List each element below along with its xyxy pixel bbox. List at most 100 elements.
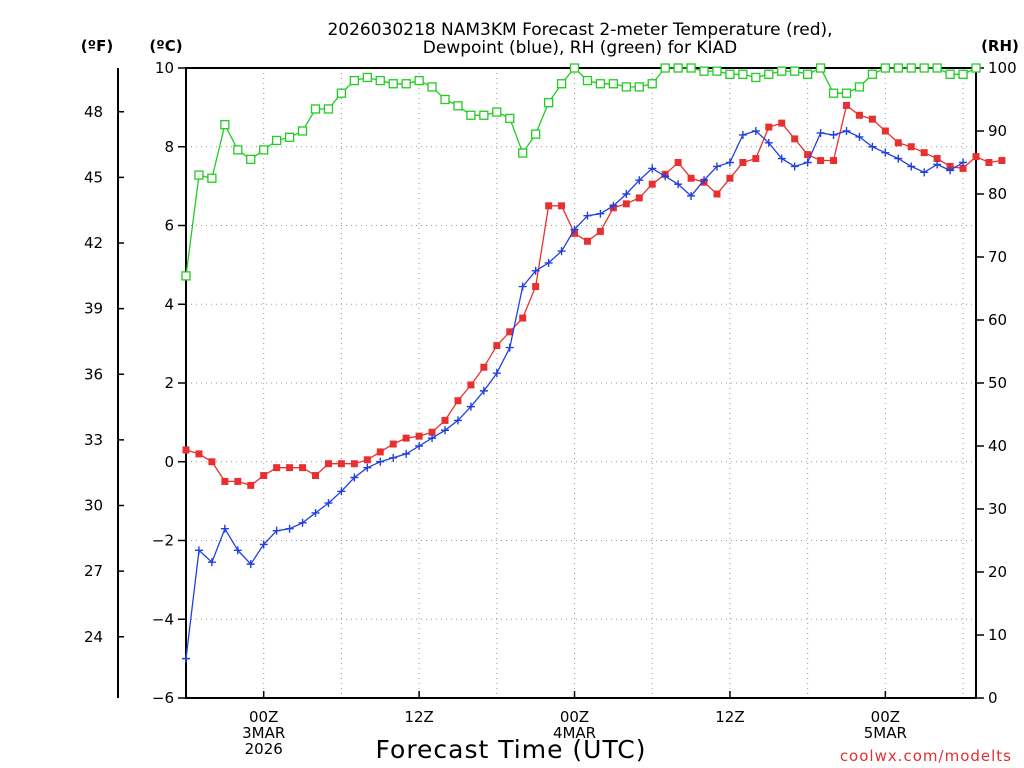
temperature-point xyxy=(221,477,229,485)
fahrenheit-axis-label: (ºF) xyxy=(81,37,113,55)
fahrenheit-tick-label: 45 xyxy=(84,168,103,186)
dewpoint-point xyxy=(285,524,294,533)
rh-point xyxy=(919,63,929,73)
dewpoint-point xyxy=(557,247,566,256)
rh-point xyxy=(595,79,606,89)
dewpoint-point xyxy=(311,508,320,517)
temperature-point xyxy=(506,328,514,336)
dewpoint-point xyxy=(324,499,333,508)
temperature-point xyxy=(713,190,721,198)
dewpoint-point xyxy=(881,148,890,157)
x-tick-label: 5MAR xyxy=(864,724,907,742)
temperature-point xyxy=(765,123,773,131)
dewpoint-point xyxy=(609,201,618,210)
fahrenheit-tick-label: 27 xyxy=(84,562,103,580)
chart-title-line1: 2026030218 NAM3KM Forecast 2-meter Tempe… xyxy=(327,20,832,40)
dewpoint-point xyxy=(829,130,838,139)
celsius-tick-label: −2 xyxy=(152,532,174,550)
temperature-point xyxy=(428,428,436,436)
rh-point xyxy=(841,88,852,98)
celsius-tick-label: −6 xyxy=(152,689,174,707)
rh-point xyxy=(207,173,217,183)
dewpoint-point xyxy=(933,160,942,169)
rh-point xyxy=(673,63,683,73)
rh-point xyxy=(297,126,308,136)
temperature-point xyxy=(480,363,488,371)
rh-point xyxy=(621,82,631,92)
temperature-point xyxy=(920,149,928,157)
dewpoint-point xyxy=(441,426,450,435)
rh-tick-label: 100 xyxy=(988,59,1017,77)
credit-text: coolwx.com/modelts xyxy=(840,747,1012,765)
fahrenheit-tick-label: 33 xyxy=(84,431,103,449)
celsius-axis-label: (ºC) xyxy=(149,37,182,55)
temperature-point xyxy=(441,416,449,424)
dewpoint-point xyxy=(466,402,475,411)
dewpoint-point xyxy=(687,191,696,200)
temperature-point xyxy=(260,472,268,480)
rh-tick-label: 0 xyxy=(988,689,998,707)
rh-point xyxy=(401,79,411,89)
axes: −6−4−20246810242730333639424548010203040… xyxy=(84,59,1017,707)
temperature-point xyxy=(376,448,384,456)
temperature-point xyxy=(959,164,967,172)
rh-point xyxy=(751,72,761,83)
temperature-point xyxy=(596,227,604,235)
rh-point xyxy=(440,94,450,105)
fahrenheit-tick-label: 30 xyxy=(84,497,103,515)
dewpoint-point xyxy=(389,453,398,462)
rh-point xyxy=(647,79,657,89)
x-axis-label: Forecast Time (UTC) xyxy=(376,735,647,764)
rh-tick-label: 40 xyxy=(988,437,1007,455)
temperature-point xyxy=(674,159,682,166)
rh-point xyxy=(945,69,955,79)
rh-point xyxy=(738,69,748,79)
temperature-point xyxy=(286,464,294,472)
temperature-point xyxy=(195,450,203,458)
dewpoint-point xyxy=(777,154,786,163)
fahrenheit-tick-label: 39 xyxy=(84,300,103,318)
temperature-point xyxy=(791,135,799,143)
gridlines xyxy=(186,68,976,698)
dewpoint-point xyxy=(725,158,734,167)
rh-point xyxy=(375,75,385,86)
rh-point xyxy=(336,88,347,98)
rh-point xyxy=(453,101,463,111)
dewpoint-point xyxy=(350,473,359,482)
temperature-point xyxy=(622,200,630,208)
temperature-point xyxy=(855,111,863,119)
temperature-point xyxy=(363,456,371,464)
dewpoint-point xyxy=(635,176,644,185)
rh-point xyxy=(414,75,424,86)
dewpoint-point xyxy=(790,162,799,171)
temperature-point xyxy=(868,115,876,123)
rh-point xyxy=(867,69,878,79)
fahrenheit-tick-label: 48 xyxy=(84,103,103,121)
temperature-point xyxy=(583,237,591,245)
temperature-point xyxy=(985,159,993,166)
dewpoint-point xyxy=(738,130,747,139)
rh-point xyxy=(518,148,528,158)
temperature-point xyxy=(519,314,527,322)
temperature-point xyxy=(234,477,242,485)
dewpoint-point xyxy=(402,449,411,458)
rh-point xyxy=(531,129,541,139)
rh-point xyxy=(854,82,865,92)
temperature-point xyxy=(778,119,786,127)
temperature-point xyxy=(687,174,695,182)
rh-point xyxy=(790,66,800,76)
temperature-point xyxy=(208,458,216,466)
temperature-point xyxy=(402,434,410,442)
temperature-point xyxy=(389,440,397,448)
rh-point xyxy=(181,271,191,281)
temperature-point xyxy=(804,151,812,159)
rh-point xyxy=(492,107,502,117)
dewpoint-point xyxy=(959,158,968,167)
chart-title-line2: Dewpoint (blue), RH (green) for KIAD xyxy=(423,38,737,58)
x-tick-label: 00Z xyxy=(560,708,589,726)
rh-tick-label: 70 xyxy=(988,248,1007,266)
temperature-point xyxy=(273,464,281,472)
rh-tick-label: 60 xyxy=(988,311,1007,329)
rh-point xyxy=(323,104,334,114)
